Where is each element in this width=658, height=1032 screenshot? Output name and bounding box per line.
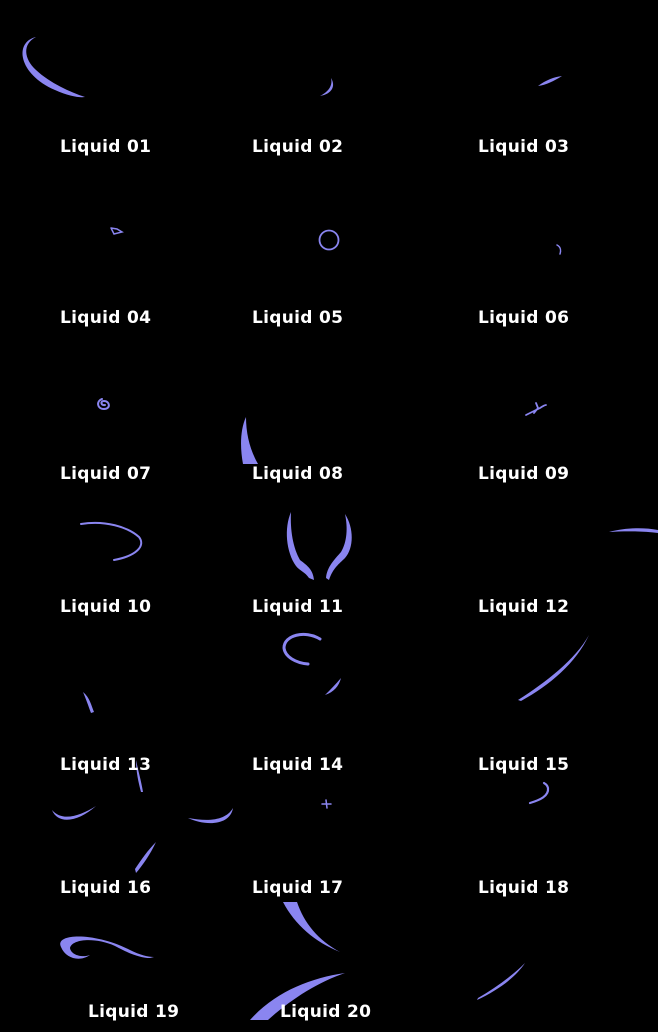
liquid-15-label: Liquid 15 [478,755,570,775]
liquid-16-shape-left [52,806,96,820]
liquid-05-label: Liquid 05 [252,308,344,328]
liquid-08-label: Liquid 08 [252,464,344,484]
liquid-17-shape [321,799,332,809]
liquid-20-shape-top [283,902,340,952]
liquid-12-shape [609,528,658,533]
liquid-20-shape-bottom [250,973,345,1020]
liquid-13-label: Liquid 13 [60,755,152,775]
liquid-16-shape-bottom [135,842,156,873]
liquid-07-shape [97,398,110,411]
liquid-16-shape-right [188,808,233,824]
liquid-02-shape [320,78,334,96]
liquid-19-shape [60,936,154,959]
liquid-14-label: Liquid 14 [252,755,344,775]
liquid-10-label: Liquid 10 [60,597,152,617]
liquid-18-shape [528,781,550,805]
liquid-04-label: Liquid 04 [60,308,152,328]
liquid-18-label: Liquid 18 [478,878,570,898]
liquid-20-shape-side [477,963,525,1000]
liquid-13-shape-tail [136,760,143,792]
liquid-11-label: Liquid 11 [252,597,344,617]
liquid-09-shape [525,402,547,416]
liquid-09-label: Liquid 09 [478,464,570,484]
liquid-10-shape [80,521,143,561]
liquid-01-label: Liquid 01 [60,137,152,157]
liquid-14-shape-drop [325,678,341,695]
liquid-03-shape [538,76,562,86]
liquid-06-shape [556,244,562,255]
liquid-17-label: Liquid 17 [252,878,344,898]
liquid-15-shape [518,635,589,701]
liquid-19-label: Liquid 19 [88,1002,180,1022]
liquid-20-label: Liquid 20 [280,1002,372,1022]
liquid-08-shape [241,417,258,464]
liquid-12-label: Liquid 12 [478,597,570,617]
liquid-13-shape [83,692,94,713]
liquid-04-shape [110,227,124,235]
liquid-03-label: Liquid 03 [478,137,570,157]
liquid-01-shape [22,37,85,98]
liquid-11-shape [286,512,314,580]
liquid-05-shape [318,229,340,251]
liquid-11-shape-right [326,514,352,580]
liquid-07-label: Liquid 07 [60,464,152,484]
liquid-06-label: Liquid 06 [478,308,570,328]
liquid-14-shape [282,632,322,666]
liquid-16-label: Liquid 16 [60,878,152,898]
liquid-02-label: Liquid 02 [252,137,344,157]
